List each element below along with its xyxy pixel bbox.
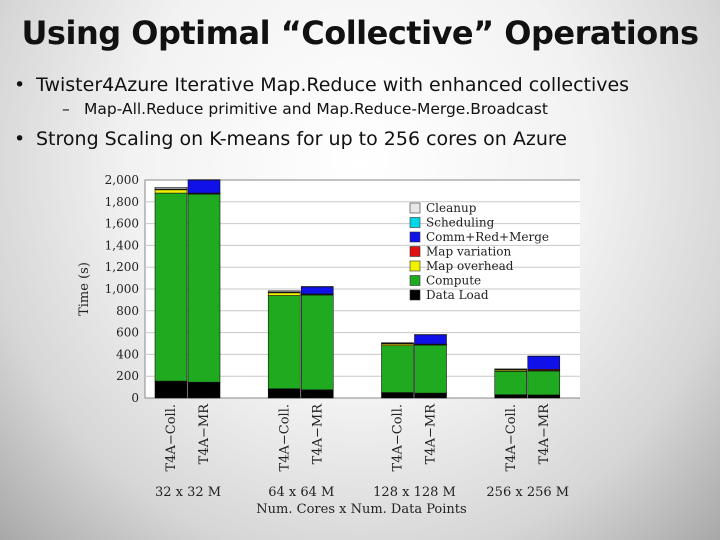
y-tick-label: 1,400 bbox=[105, 238, 139, 252]
bar-segment bbox=[154, 192, 188, 382]
bullet-text: Strong Scaling on K-means for up to 256 … bbox=[36, 128, 567, 150]
legend-label: Map variation bbox=[426, 245, 511, 259]
y-tick-label: 0 bbox=[131, 391, 139, 405]
legend-label: Map overhead bbox=[426, 259, 514, 273]
bar-segment bbox=[300, 294, 334, 391]
legend-label: Scheduling bbox=[426, 216, 495, 230]
y-tick-label: 1,000 bbox=[105, 282, 139, 296]
legend-swatch bbox=[409, 260, 421, 272]
sub-bullet-text: Map-All.Reduce primitive and Map.Reduce-… bbox=[84, 100, 548, 118]
x-tick-label: T4A−MR bbox=[197, 403, 212, 465]
legend-label: Data Load bbox=[426, 288, 489, 302]
x-tick-label: T4A−Coll. bbox=[164, 404, 179, 471]
bar-segment bbox=[494, 370, 528, 396]
bullet-item: • Twister4Azure Iterative Map.Reduce with… bbox=[14, 72, 714, 98]
legend-swatch bbox=[409, 202, 421, 214]
bar-segment bbox=[300, 286, 334, 295]
group-label: 128 x 128 M bbox=[373, 485, 456, 500]
x-tick-label: T4A−Coll. bbox=[391, 404, 406, 471]
x-axis-label: Num. Cores x Num. Data Points bbox=[256, 502, 466, 517]
group-label: 64 x 64 M bbox=[268, 485, 334, 500]
bullet-list: • Twister4Azure Iterative Map.Reduce with… bbox=[14, 72, 714, 152]
bullet-dot: • bbox=[14, 74, 26, 96]
bar-segment bbox=[267, 295, 301, 390]
bar-segment bbox=[267, 290, 301, 293]
bar-segment bbox=[527, 394, 561, 399]
bar-segment bbox=[187, 193, 221, 383]
bar-segment bbox=[154, 189, 188, 194]
y-tick-label: 1,600 bbox=[105, 217, 139, 231]
bar-segment bbox=[527, 370, 561, 396]
legend-swatch bbox=[409, 231, 421, 243]
x-tick-label: T4A−MR bbox=[310, 403, 325, 465]
y-tick-label: 2,000 bbox=[105, 173, 139, 187]
stacked-bar-chart: 0 200 400 600 800 1,000 1,200 1,400 1,600 1,800 2,… bbox=[77, 173, 580, 517]
y-axis-label: Time (s) bbox=[77, 262, 92, 316]
bar-segment bbox=[154, 187, 188, 190]
bar-segment bbox=[494, 368, 528, 370]
group-label: 256 x 256 M bbox=[486, 485, 569, 500]
sub-bullet-item: – Map-All.Reduce primitive and Map.Reduce… bbox=[14, 98, 714, 120]
bullet-dot: • bbox=[14, 128, 26, 150]
bar-segment bbox=[414, 344, 447, 394]
bar-segment bbox=[494, 394, 528, 399]
x-tick-label: T4A−MR bbox=[424, 403, 439, 465]
legend-swatch bbox=[409, 246, 421, 257]
legend-swatch bbox=[409, 289, 421, 301]
slide-title: Using Optimal “Collective” Operations bbox=[21, 14, 699, 52]
bar-segment bbox=[381, 342, 414, 344]
bar-segment bbox=[267, 388, 301, 399]
bullet-item: • Strong Scaling on K-means for up to 256… bbox=[14, 126, 714, 152]
legend-label: Cleanup bbox=[426, 201, 477, 215]
y-tick-label: 600 bbox=[116, 326, 139, 340]
bar-segment bbox=[154, 380, 188, 399]
legend-label: Compute bbox=[426, 274, 481, 288]
legend-swatch bbox=[409, 275, 421, 286]
group-label: 32 x 32 M bbox=[155, 485, 221, 500]
y-tick-label: 1,800 bbox=[105, 195, 139, 209]
bar-segment bbox=[381, 392, 414, 399]
x-tick-label: T4A−Coll. bbox=[277, 404, 292, 471]
sub-bullet-dash: – bbox=[62, 100, 70, 118]
bar-segment bbox=[187, 381, 221, 399]
bar-segment bbox=[267, 292, 301, 296]
y-tick-label: 1,200 bbox=[105, 260, 139, 274]
x-tick-label: T4A−Coll. bbox=[504, 404, 519, 471]
bar-segment bbox=[414, 334, 447, 345]
bar-segment bbox=[300, 389, 334, 399]
bar-segment bbox=[527, 355, 561, 370]
bar-segment bbox=[187, 179, 221, 194]
bullet-text: Twister4Azure Iterative Map.Reduce with … bbox=[36, 74, 630, 96]
bar-segment bbox=[381, 345, 414, 393]
y-tick-label: 800 bbox=[116, 304, 139, 318]
legend-swatch bbox=[409, 217, 421, 228]
y-tick-label: 200 bbox=[116, 369, 139, 383]
bar-segment bbox=[414, 392, 447, 399]
y-tick-label: 400 bbox=[116, 347, 139, 361]
legend-label: Comm+Red+Merge bbox=[426, 230, 549, 244]
x-tick-label: T4A−MR bbox=[537, 403, 552, 465]
